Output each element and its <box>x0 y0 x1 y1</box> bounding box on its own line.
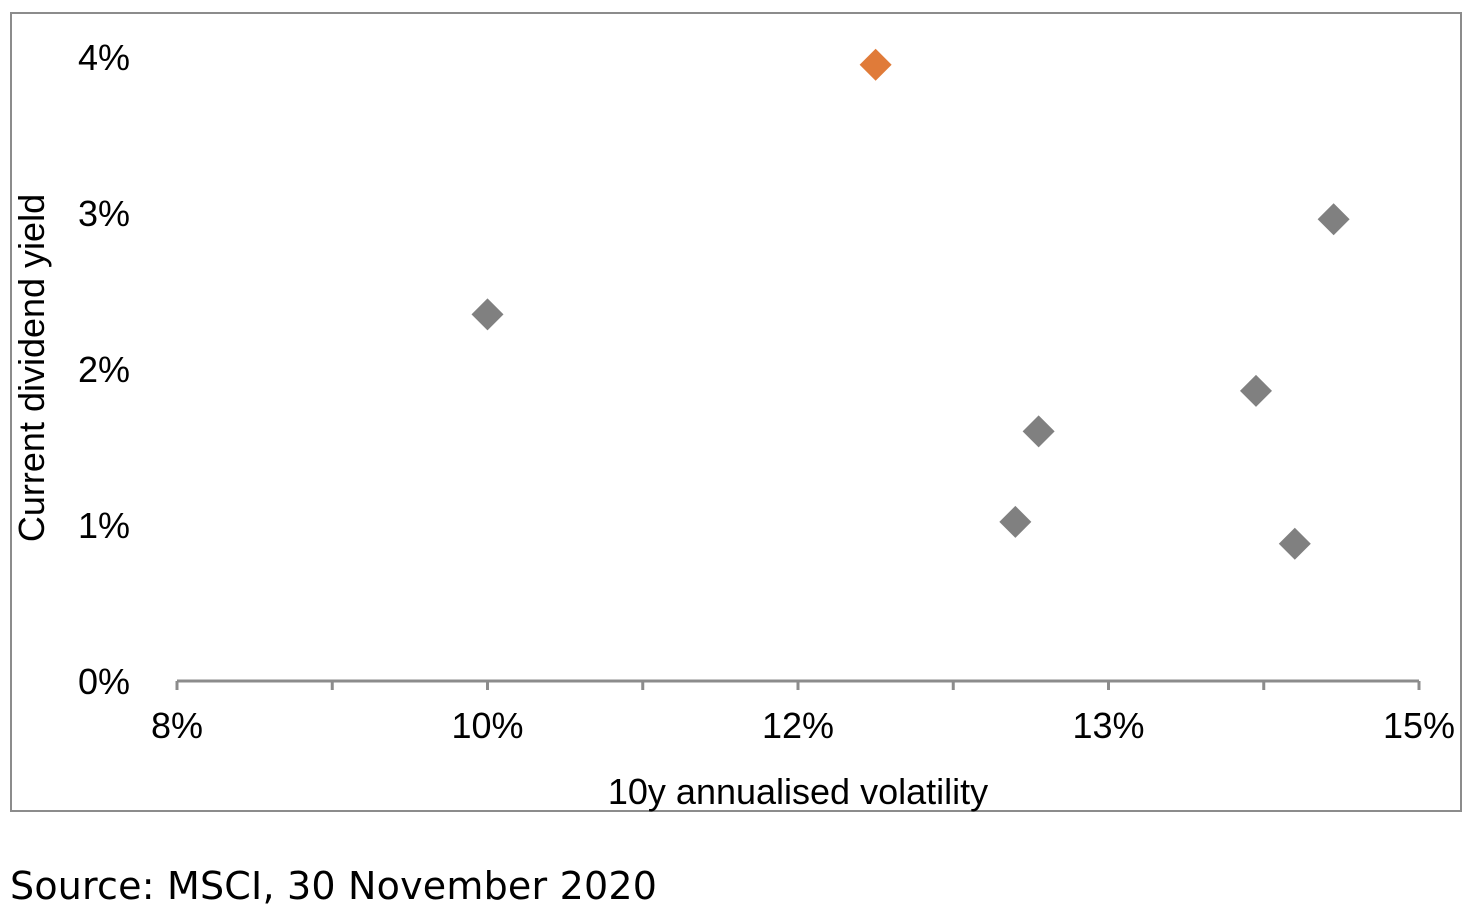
data-point <box>1278 527 1311 560</box>
y-tick-label: 2% <box>78 349 130 390</box>
y-tick-label: 0% <box>78 661 130 702</box>
source-note: Source: MSCI, 30 November 2020 <box>10 864 658 908</box>
x-axis-title: 10y annualised volatility <box>608 771 988 812</box>
data-point <box>471 298 504 331</box>
x-axis: 8% 10% 12% 13% 15% <box>151 679 1455 746</box>
y-axis: 0% 1% 2% 3% 4% <box>78 37 130 702</box>
data-points <box>471 48 1350 560</box>
y-tick-label: 1% <box>78 505 130 546</box>
x-tick-label: 10% <box>451 705 523 746</box>
data-point <box>1239 374 1272 407</box>
y-axis-title: Current dividend yield <box>11 194 52 542</box>
y-tick-label: 4% <box>78 37 130 78</box>
x-tick-label: 15% <box>1383 705 1455 746</box>
highlighted-data-point <box>859 48 892 81</box>
x-tick-label: 8% <box>151 705 203 746</box>
x-tick-label: 13% <box>1072 705 1144 746</box>
data-point <box>999 505 1032 538</box>
y-tick-label: 3% <box>78 193 130 234</box>
x-tick-label: 12% <box>762 705 834 746</box>
chart-frame <box>10 12 1462 812</box>
data-point <box>1022 415 1055 448</box>
data-point <box>1317 203 1350 236</box>
